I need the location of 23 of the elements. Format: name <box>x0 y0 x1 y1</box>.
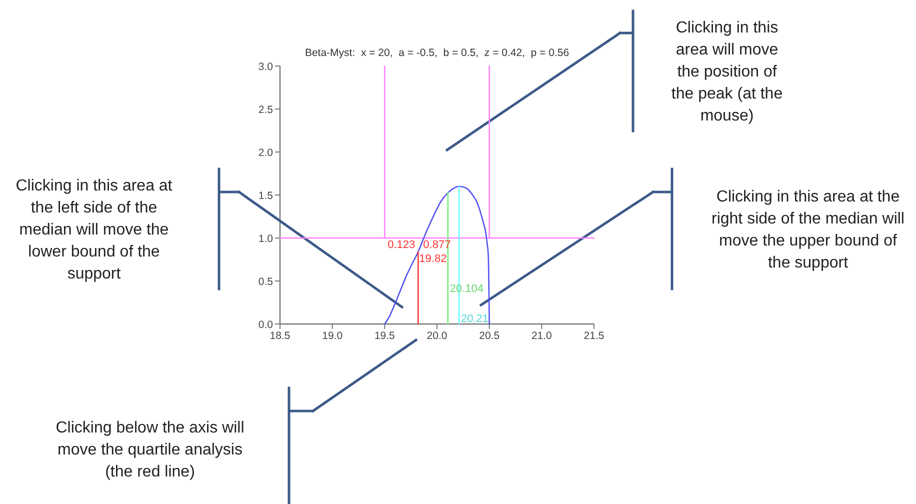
text: Clicking in this area will move the position of the peak (at the mouse) <box>671 20 783 124</box>
x-tick-label: 20.0 <box>426 330 448 342</box>
line-series <box>384 186 490 325</box>
y-tick-label: 1.5 <box>258 190 274 202</box>
annotation: 19.82 <box>419 252 447 265</box>
text: Clicking in this area at the right side of the median will move the upper bound of the support <box>712 188 904 272</box>
annotation: 20.21 <box>460 313 489 325</box>
y-tick-label: 2.5 <box>258 104 274 116</box>
x-tick-label: 21.0 <box>531 330 552 342</box>
x-tick-label: 19.5 <box>374 330 396 342</box>
y-tick-label: 3.0 <box>258 61 274 73</box>
annotation: 0.123 <box>388 238 416 251</box>
text: Clicking in this area at the left side of the median will move the lower bound of the support <box>16 178 173 282</box>
text: Clicking below the axis will move the quartile analysis (the red line) <box>56 420 244 480</box>
x-tick-label: 21.5 <box>584 330 604 342</box>
x-tick-label: 20.5 <box>479 330 500 342</box>
y-tick-label: 1.0 <box>258 233 274 245</box>
y-tick-label: 2.0 <box>258 147 274 159</box>
y-tick-label: 0.5 <box>258 276 274 288</box>
x-tick-label: 19.0 <box>322 330 343 342</box>
x-tick-label: 18.5 <box>270 330 290 342</box>
chart-title: Beta-Myst: x = 20, a = -0.5, b = 0.5, z = 0.42, p = 0.56 <box>304 47 570 59</box>
y-tick-label: 0.0 <box>258 319 274 331</box>
